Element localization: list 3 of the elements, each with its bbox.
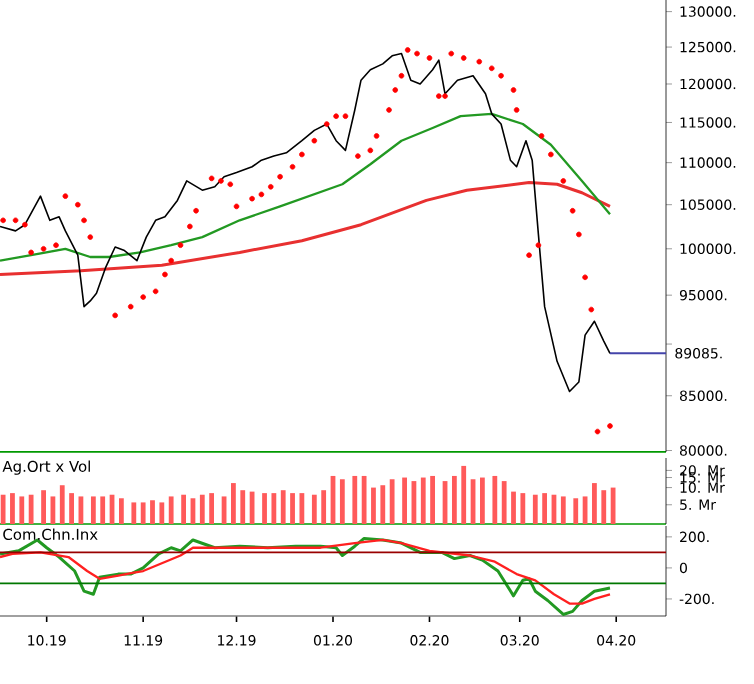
line-series [0,181,612,276]
line-series [0,536,612,616]
line-series [0,112,612,262]
